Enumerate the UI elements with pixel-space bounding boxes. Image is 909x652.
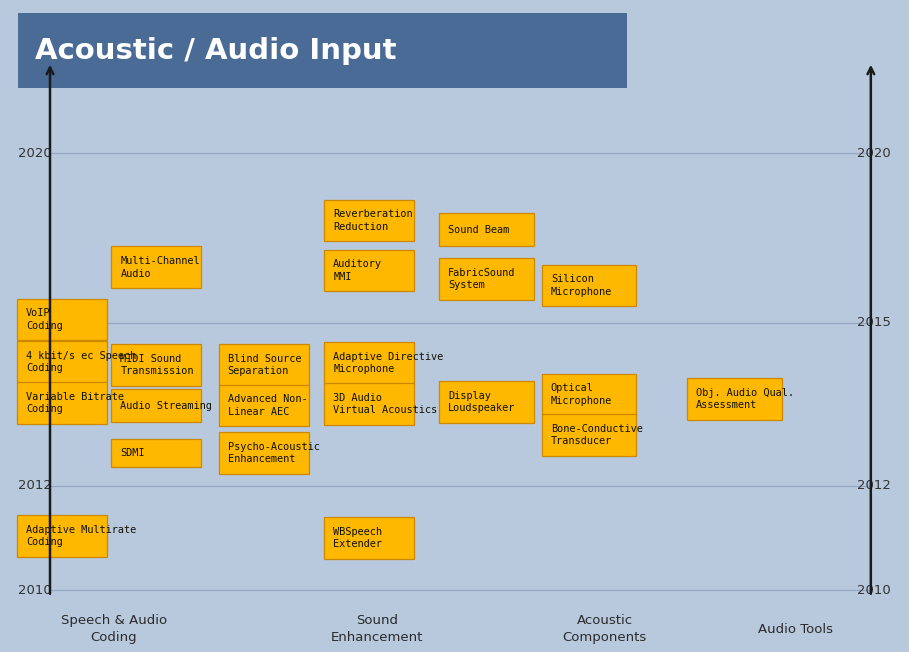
Text: 2015: 2015 [857,316,891,329]
Text: 2020: 2020 [18,147,52,160]
Text: 2010: 2010 [18,584,52,597]
Text: Blind Source
Separation: Blind Source Separation [227,354,301,376]
FancyBboxPatch shape [111,246,202,288]
FancyBboxPatch shape [17,382,107,424]
Text: Optical
Microphone: Optical Microphone [551,383,612,406]
FancyBboxPatch shape [218,432,308,474]
Text: FabricSound
System: FabricSound System [448,268,515,290]
Text: Acoustic
Components: Acoustic Components [563,614,646,644]
Text: Audio Tools: Audio Tools [758,623,833,636]
Text: 2012: 2012 [18,479,52,492]
FancyBboxPatch shape [325,517,415,559]
FancyBboxPatch shape [542,265,636,306]
FancyBboxPatch shape [325,342,415,384]
FancyBboxPatch shape [439,213,534,246]
FancyBboxPatch shape [218,385,308,426]
Text: Acoustic / Audio Input: Acoustic / Audio Input [35,37,396,65]
FancyBboxPatch shape [687,378,782,420]
Text: Auditory
MMI: Auditory MMI [334,259,382,282]
Text: 2012: 2012 [857,479,891,492]
Text: 2020: 2020 [857,147,891,160]
Text: Silicon
Microphone: Silicon Microphone [551,274,612,297]
Text: 4 kbit/s ec Speech
Coding: 4 kbit/s ec Speech Coding [26,351,136,373]
FancyBboxPatch shape [17,515,107,557]
Text: Multi-Channel
Audio: Multi-Channel Audio [120,256,200,278]
Text: Psycho-Acoustic
Enhancement: Psycho-Acoustic Enhancement [227,442,320,464]
Text: Variable Bitrate
Coding: Variable Bitrate Coding [26,392,124,414]
Text: 2010: 2010 [857,584,891,597]
FancyBboxPatch shape [439,258,534,300]
FancyBboxPatch shape [17,299,107,340]
FancyBboxPatch shape [542,414,636,456]
FancyBboxPatch shape [325,383,415,425]
Text: Obj. Audio Qual.
Assessment: Obj. Audio Qual. Assessment [696,388,794,410]
FancyBboxPatch shape [542,374,636,415]
FancyBboxPatch shape [325,250,415,291]
Text: Sound
Enhancement: Sound Enhancement [331,614,424,644]
FancyBboxPatch shape [111,344,202,386]
Text: Sound Beam: Sound Beam [448,224,509,235]
FancyBboxPatch shape [325,200,415,241]
FancyBboxPatch shape [111,439,202,467]
FancyBboxPatch shape [111,389,202,422]
Text: Adaptive Multirate
Coding: Adaptive Multirate Coding [26,525,136,547]
Text: Adaptive Directive
Microphone: Adaptive Directive Microphone [334,352,444,374]
Text: Display
Loudspeaker: Display Loudspeaker [448,391,515,413]
Text: Bone-Conductive
Transducer: Bone-Conductive Transducer [551,424,643,446]
FancyBboxPatch shape [218,344,308,386]
Text: MIDI Sound
Transmission: MIDI Sound Transmission [120,354,194,376]
Text: WBSpeech
Extender: WBSpeech Extender [334,527,382,549]
FancyBboxPatch shape [439,381,534,423]
Text: Speech & Audio
Coding: Speech & Audio Coding [61,614,166,644]
Text: Audio Streaming: Audio Streaming [120,400,213,411]
Text: 3D Audio
Virtual Acoustics: 3D Audio Virtual Acoustics [334,393,437,415]
Text: VoIP
Coding: VoIP Coding [26,308,63,331]
FancyBboxPatch shape [18,13,627,88]
FancyBboxPatch shape [17,341,107,383]
Text: 2015: 2015 [18,316,52,329]
Text: Advanced Non-
Linear AEC: Advanced Non- Linear AEC [227,394,307,417]
Text: Reverberation
Reduction: Reverberation Reduction [334,209,413,231]
Text: SDMI: SDMI [120,448,145,458]
